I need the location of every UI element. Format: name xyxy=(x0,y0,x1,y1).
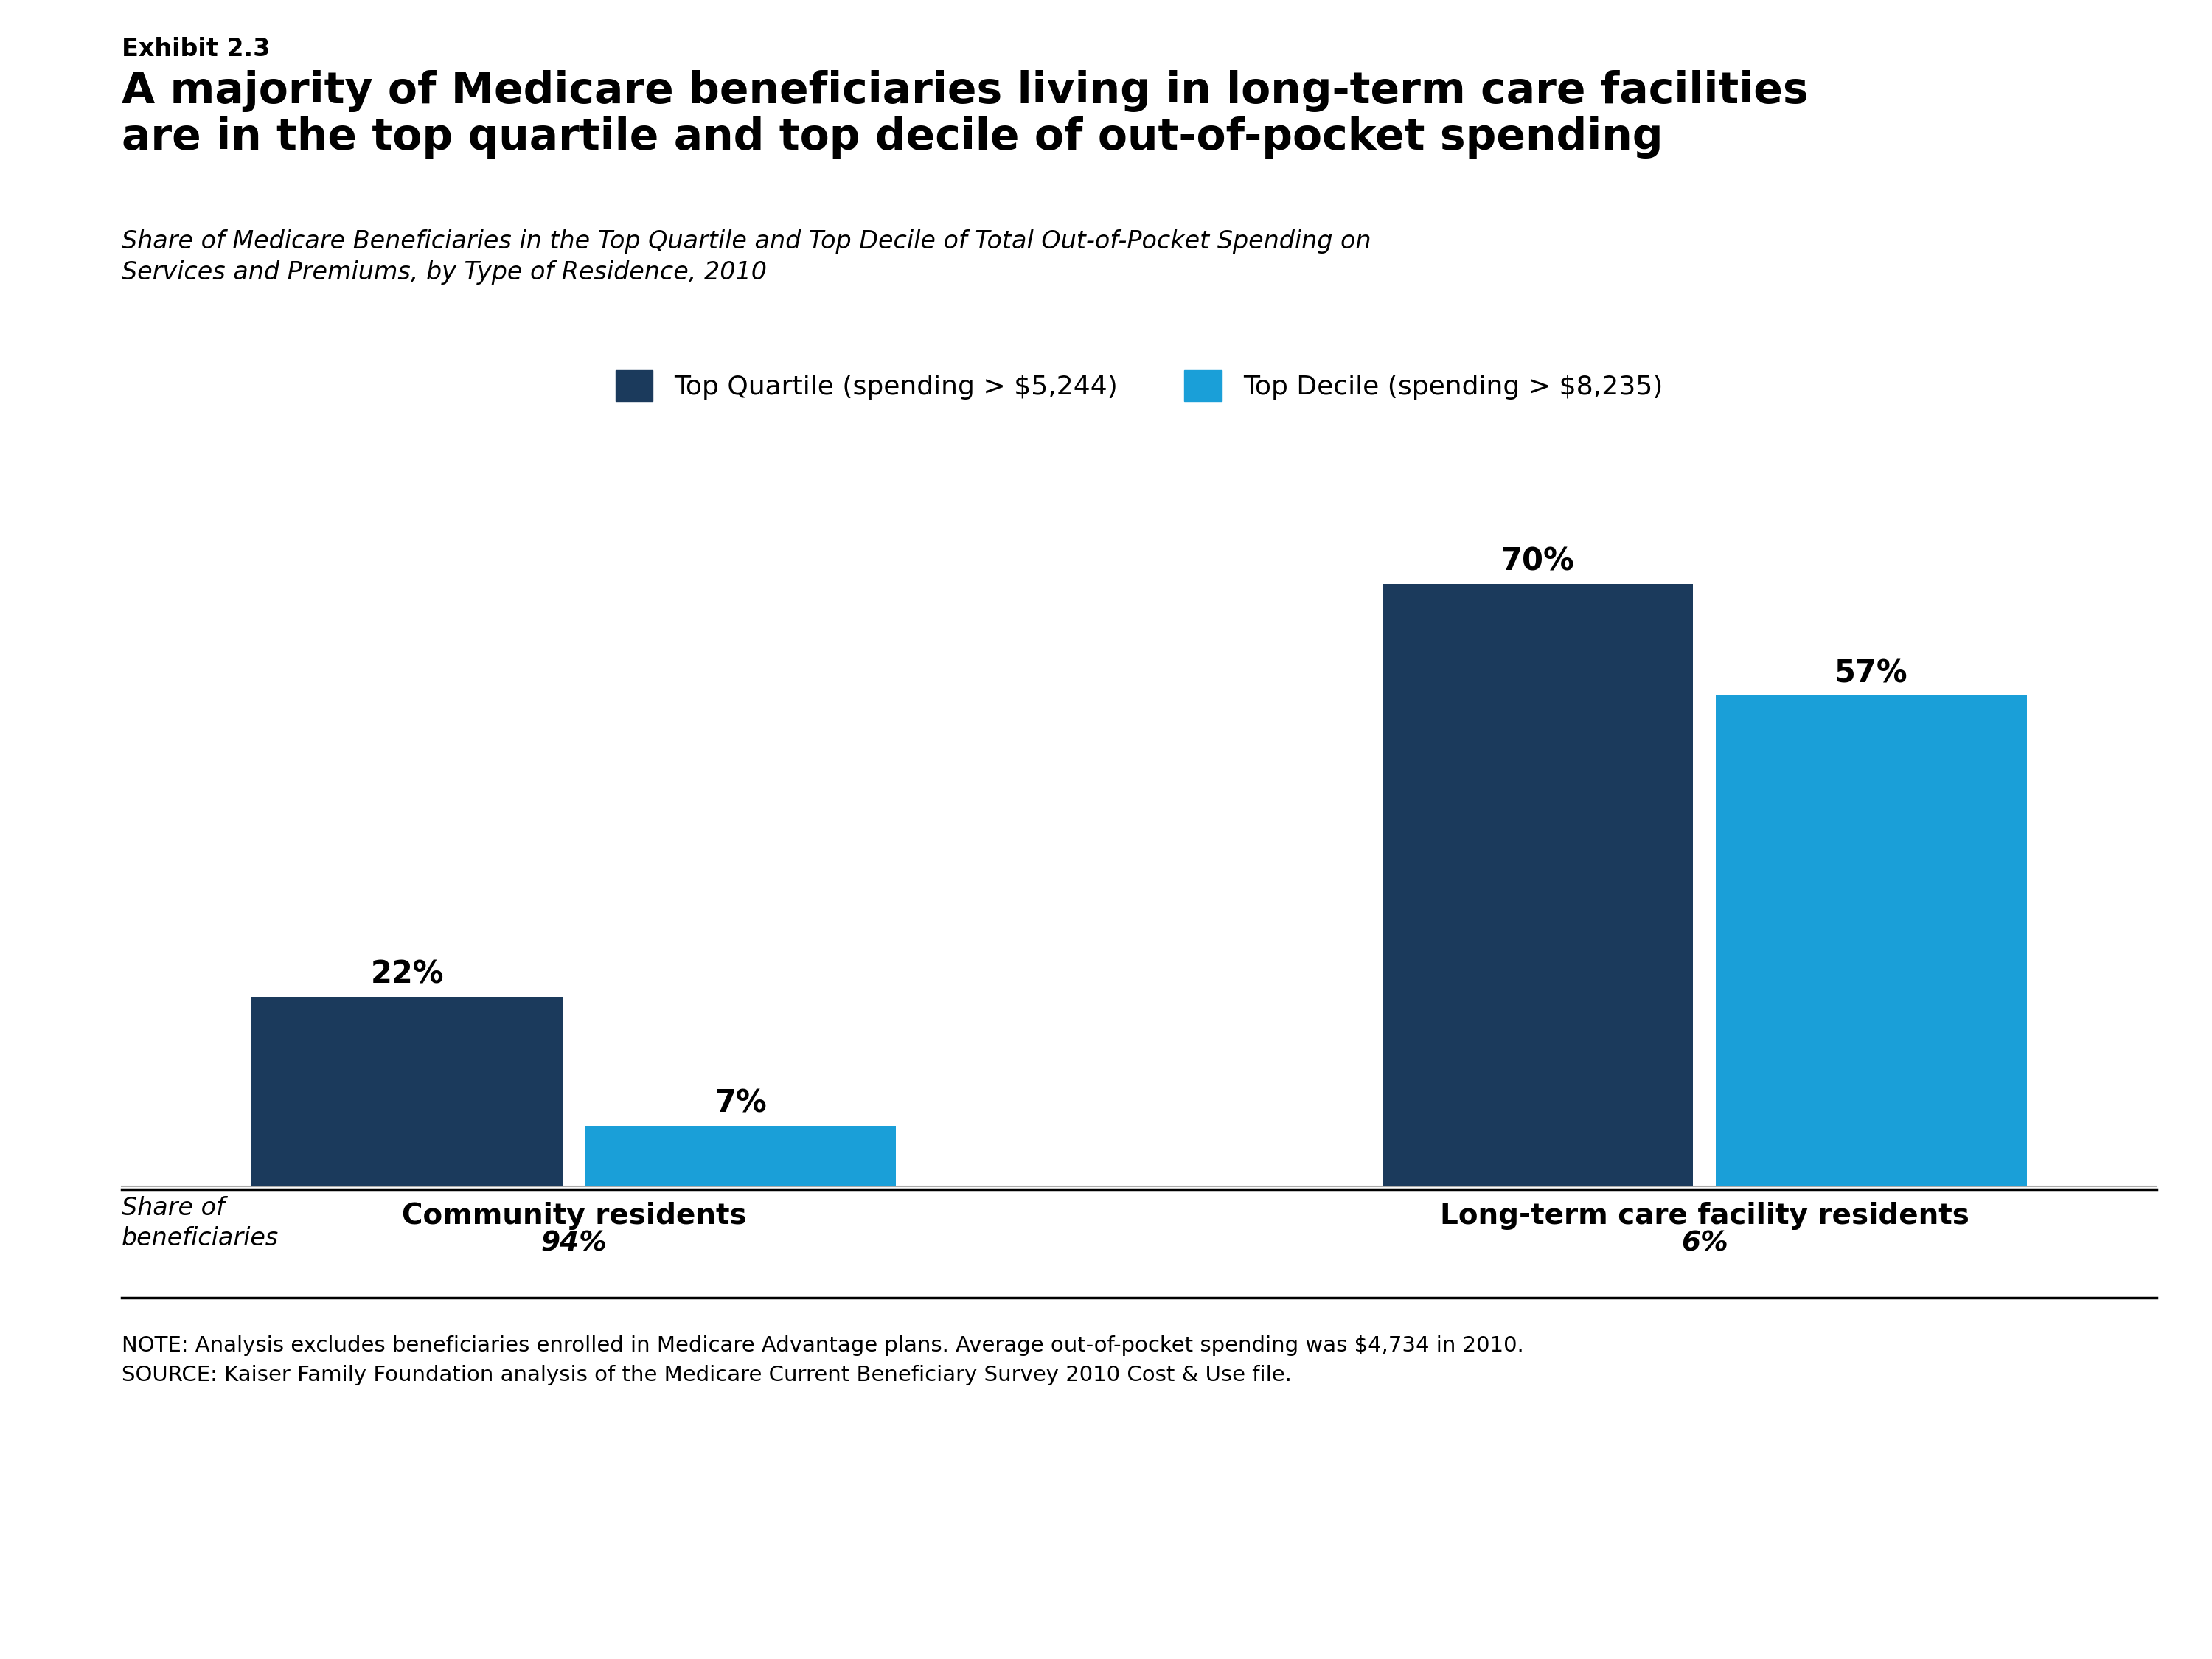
Text: Share of
beneficiaries: Share of beneficiaries xyxy=(122,1196,279,1251)
Text: 22%: 22% xyxy=(369,959,445,990)
Text: Exhibit 2.3: Exhibit 2.3 xyxy=(122,36,270,61)
Text: KAISER: KAISER xyxy=(1989,1508,2075,1528)
Text: THE HENRY J.: THE HENRY J. xyxy=(1982,1473,2081,1486)
Bar xyxy=(586,1126,896,1186)
Bar xyxy=(252,997,562,1186)
Text: 6%: 6% xyxy=(1681,1231,1728,1258)
Text: 94%: 94% xyxy=(540,1231,606,1258)
Text: FAMILY: FAMILY xyxy=(1991,1543,2073,1563)
Text: 57%: 57% xyxy=(1834,657,1909,688)
Text: Share of Medicare Beneficiaries in the Top Quartile and Top Decile of Total Out-: Share of Medicare Beneficiaries in the T… xyxy=(122,229,1371,284)
Bar xyxy=(1382,584,1692,1186)
Text: 7%: 7% xyxy=(714,1088,768,1120)
Text: A majority of Medicare beneficiaries living in long-term care facilities
are in : A majority of Medicare beneficiaries liv… xyxy=(122,70,1809,159)
Legend: Top Quartile (spending > $5,244), Top Decile (spending > $8,235): Top Quartile (spending > $5,244), Top De… xyxy=(604,360,1674,411)
Text: 70%: 70% xyxy=(1502,546,1575,577)
Text: FOUNDATION: FOUNDATION xyxy=(1982,1581,2081,1594)
Text: NOTE: Analysis excludes beneficiaries enrolled in Medicare Advantage plans. Aver: NOTE: Analysis excludes beneficiaries en… xyxy=(122,1335,1524,1385)
Bar xyxy=(1717,695,2026,1186)
